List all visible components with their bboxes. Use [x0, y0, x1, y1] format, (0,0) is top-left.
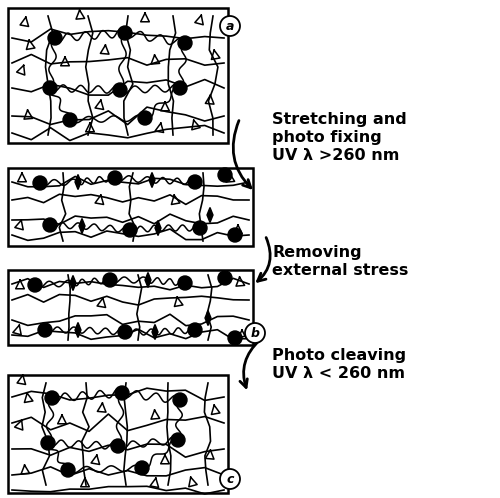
Circle shape — [61, 463, 75, 477]
Circle shape — [115, 386, 129, 400]
Circle shape — [63, 113, 77, 127]
Text: photo fixing: photo fixing — [272, 130, 382, 145]
Circle shape — [113, 83, 127, 97]
Circle shape — [38, 323, 52, 337]
Circle shape — [220, 16, 240, 36]
Bar — [8, 270, 253, 345]
Circle shape — [118, 26, 132, 40]
Circle shape — [220, 469, 240, 489]
Polygon shape — [205, 310, 211, 326]
Polygon shape — [152, 325, 158, 340]
Circle shape — [188, 323, 202, 337]
Text: a: a — [226, 19, 234, 32]
Circle shape — [218, 168, 232, 182]
Bar — [8, 8, 228, 143]
Circle shape — [41, 436, 55, 450]
Circle shape — [48, 31, 62, 45]
Text: Stretching and: Stretching and — [272, 112, 407, 127]
Circle shape — [245, 323, 265, 343]
Circle shape — [135, 461, 149, 475]
Polygon shape — [155, 221, 161, 236]
Circle shape — [43, 81, 57, 95]
Circle shape — [123, 223, 137, 237]
Circle shape — [173, 393, 187, 407]
Circle shape — [33, 176, 47, 190]
Text: UV λ >260 nm: UV λ >260 nm — [272, 148, 400, 163]
Text: external stress: external stress — [272, 263, 408, 278]
Text: Photo cleaving: Photo cleaving — [272, 348, 406, 363]
Circle shape — [171, 433, 185, 447]
Text: b: b — [250, 327, 260, 340]
Circle shape — [193, 221, 207, 235]
Circle shape — [111, 439, 125, 453]
Circle shape — [173, 81, 187, 95]
Text: UV λ < 260 nm: UV λ < 260 nm — [272, 366, 405, 381]
Circle shape — [178, 276, 192, 290]
Circle shape — [45, 391, 59, 405]
Circle shape — [118, 325, 132, 339]
Circle shape — [218, 271, 232, 285]
Circle shape — [43, 218, 57, 232]
Polygon shape — [207, 208, 213, 223]
Polygon shape — [149, 172, 155, 188]
Polygon shape — [70, 275, 76, 290]
Polygon shape — [79, 219, 85, 234]
Circle shape — [28, 278, 42, 292]
Bar — [8, 168, 253, 246]
Circle shape — [138, 111, 152, 125]
Circle shape — [108, 171, 122, 185]
Circle shape — [103, 273, 117, 287]
Polygon shape — [75, 174, 81, 190]
Text: Removing: Removing — [272, 245, 362, 260]
Bar — [8, 375, 228, 493]
Polygon shape — [145, 272, 151, 287]
Text: c: c — [226, 473, 234, 486]
Polygon shape — [75, 323, 81, 338]
Circle shape — [228, 228, 242, 242]
Circle shape — [228, 331, 242, 345]
Circle shape — [188, 175, 202, 189]
Circle shape — [178, 36, 192, 50]
